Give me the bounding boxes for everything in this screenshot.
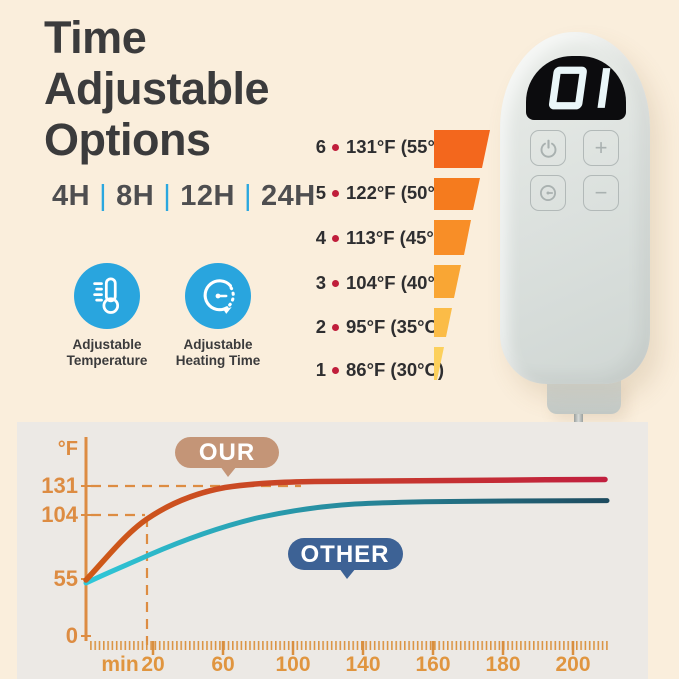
bullet-dot xyxy=(332,366,339,374)
time-option-8h: 8H xyxy=(116,180,155,212)
x-axis-ruler xyxy=(89,641,609,650)
time-options: 4H | 8H | 12H | 24H xyxy=(52,180,316,213)
y-tick-104: 104 xyxy=(41,502,78,527)
other-legend-pill: OTHER xyxy=(288,538,403,579)
x-tick-140: 140 xyxy=(345,653,380,676)
temperature-level-row: 2 95°F (35°C) xyxy=(311,315,444,339)
heating-timer-icon xyxy=(185,263,251,329)
time-option-24h: 24H xyxy=(261,180,316,212)
level-number: 2 xyxy=(315,316,326,337)
wedge-segment-2 xyxy=(434,308,452,337)
minus-icon: − xyxy=(594,180,608,205)
feature-adjustable-heating-time: Adjustable Heating Time xyxy=(152,263,284,369)
x-tick-100: 100 xyxy=(275,653,310,676)
page-title: Time Adjustable Options xyxy=(44,12,270,165)
level-number: 6 xyxy=(315,136,326,157)
y-tick-55: 55 xyxy=(54,566,78,591)
x-axis-major-ticks xyxy=(151,641,575,655)
level-temperature: 95°F (35°C) xyxy=(346,316,445,337)
timer-button xyxy=(530,175,566,211)
wedge-segment-5 xyxy=(434,178,480,210)
time-option-4h: 4H xyxy=(52,180,91,212)
controller-body: + − xyxy=(500,32,650,384)
plus-icon: + xyxy=(594,135,608,160)
level-temperature: 113°F (45°C) xyxy=(346,227,454,248)
x-tick-160: 160 xyxy=(415,653,450,676)
other-legend-label: OTHER xyxy=(301,541,390,568)
heating-comparison-chart: °F 131 104 55 0 min 20 60 100 140 160 18… xyxy=(17,422,648,679)
y-tick-131: 131 xyxy=(41,473,78,498)
led-display xyxy=(526,56,626,120)
temperature-level-row: 1 86°F (30°C) xyxy=(311,358,444,382)
temperature-level-row: 5 122°F (50°C) xyxy=(311,181,455,205)
heat-level-wedge xyxy=(434,130,490,380)
wedge-segment-1 xyxy=(434,347,444,380)
our-curve xyxy=(83,476,608,583)
x-axis-unit: min xyxy=(101,653,138,676)
level-number: 5 xyxy=(315,182,326,203)
y-axis-unit: °F xyxy=(58,438,78,460)
bullet-dot xyxy=(332,189,339,197)
temperature-level-row: 3 104°F (40°C) xyxy=(311,271,455,295)
title-line-2: Adjustable xyxy=(44,63,270,114)
level-temperature: 131°F (55°C) xyxy=(346,136,455,157)
power-button xyxy=(530,130,566,166)
heating-pad-controller: + − xyxy=(498,28,653,428)
bullet-dot xyxy=(332,279,339,287)
title-line-3: Options xyxy=(44,114,211,165)
controller-buttons: + − xyxy=(530,130,624,211)
bullet-dot xyxy=(332,323,339,331)
x-tick-20: 20 xyxy=(141,653,164,676)
bullet-dot xyxy=(332,143,339,151)
power-icon xyxy=(540,139,556,158)
increase-button: + xyxy=(583,130,619,166)
x-tick-60: 60 xyxy=(211,653,234,676)
level-temperature: 104°F (40°C) xyxy=(346,272,455,293)
level-temperature: 86°F (30°C) xyxy=(346,359,445,380)
level-number: 3 xyxy=(315,272,326,293)
level-number: 1 xyxy=(315,359,326,380)
decrease-button: − xyxy=(583,175,619,211)
feature-label: Adjustable Heating Time xyxy=(175,337,261,368)
level-number: 4 xyxy=(315,227,326,248)
other-curve xyxy=(83,498,610,586)
controller-neck xyxy=(547,378,621,414)
temperature-level-row: 4 113°F (45°C) xyxy=(311,226,454,250)
feature-label: Adjustable Temperature xyxy=(66,337,148,368)
wedge-segment-3 xyxy=(434,265,461,298)
level-temperature: 122°F (50°C) xyxy=(346,182,455,203)
our-legend-pill: OUR xyxy=(175,437,279,477)
option-divider: | xyxy=(163,180,172,212)
y-tick-0: 0 xyxy=(66,623,78,648)
option-divider: | xyxy=(243,180,252,212)
controller-cable xyxy=(574,414,583,427)
x-tick-180: 180 xyxy=(485,653,520,676)
temperature-level-row: 6 131°F (55°C) xyxy=(311,135,455,159)
option-divider: | xyxy=(99,180,108,212)
thermometer-icon xyxy=(74,263,140,329)
bullet-dot xyxy=(332,234,339,242)
x-tick-200: 200 xyxy=(555,653,590,676)
wedge-segment-4 xyxy=(434,220,471,255)
feature-adjustable-temperature: Adjustable Temperature xyxy=(41,263,173,369)
time-option-12h: 12H xyxy=(180,180,235,212)
our-legend-label: OUR xyxy=(199,439,255,466)
timer-icon xyxy=(540,185,556,201)
wedge-segment-6 xyxy=(434,130,490,168)
seven-segment-digits xyxy=(548,66,611,110)
title-line-1: Time xyxy=(44,12,147,63)
